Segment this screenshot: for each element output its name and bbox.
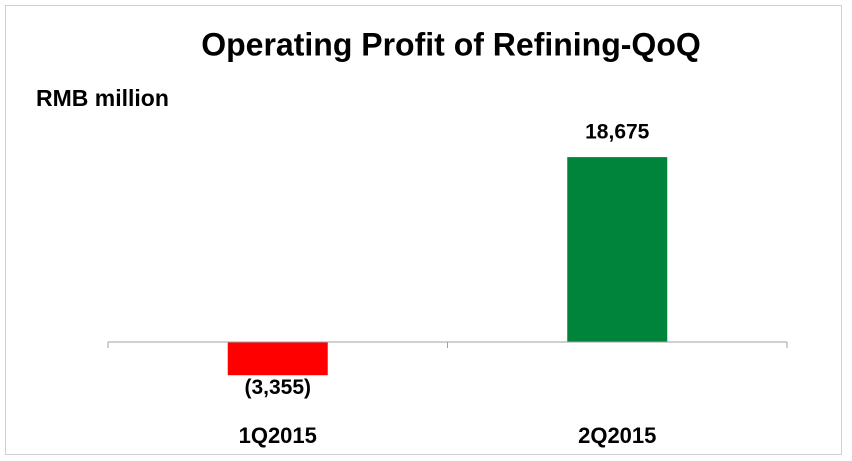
x-tick-label: 2Q2015 bbox=[578, 423, 656, 448]
chart-border bbox=[5, 5, 842, 455]
x-tick-label: 1Q2015 bbox=[239, 423, 317, 448]
y-axis-label: RMB million bbox=[36, 85, 169, 111]
chart-title: Operating Profit of Refining-QoQ bbox=[201, 26, 701, 62]
data-label: 18,675 bbox=[585, 121, 650, 144]
data-label: (3,355) bbox=[244, 376, 311, 399]
bar bbox=[567, 157, 668, 342]
bar bbox=[227, 342, 328, 376]
